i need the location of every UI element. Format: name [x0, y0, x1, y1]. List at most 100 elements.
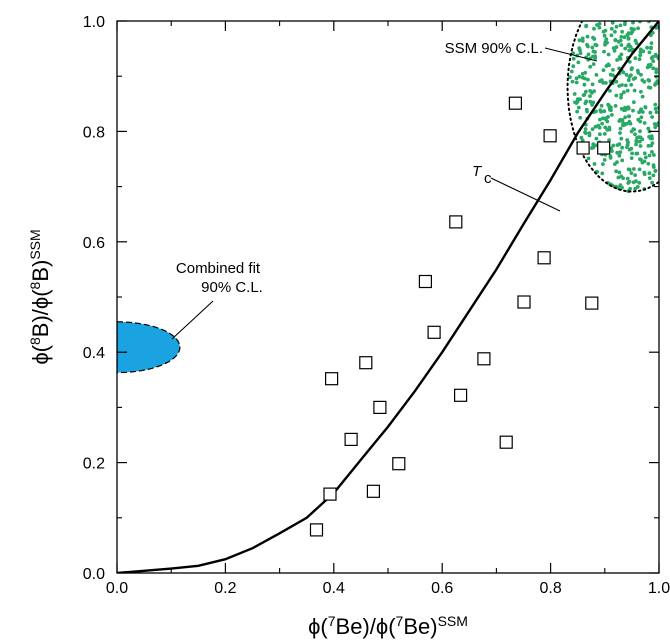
ssm-point [597, 25, 602, 30]
ssm-point [586, 52, 591, 57]
ssm-point [651, 55, 655, 59]
ssm-point [642, 151, 647, 156]
ssm-point [596, 123, 601, 128]
ssm-point [588, 94, 592, 98]
ssm-point [578, 97, 582, 102]
model-point [508, 96, 522, 110]
ssm-point [575, 109, 579, 114]
ssm-point [630, 29, 635, 34]
y-tick-label: 0.2 [83, 456, 105, 473]
ssm-point [626, 36, 631, 41]
ssm-point [647, 50, 652, 55]
ssm-point [645, 65, 650, 70]
ssm-point [604, 37, 609, 42]
ssm-point [608, 89, 612, 93]
ssm-point [600, 171, 605, 176]
ssm-point [650, 150, 654, 154]
tc-leader [490, 177, 561, 212]
x-tick-label: 0.2 [214, 580, 236, 597]
ssm-point [601, 68, 606, 73]
ssm-point [581, 93, 586, 97]
ssm-point [608, 156, 613, 160]
ssm-point [633, 56, 638, 61]
ssm-point [620, 185, 624, 190]
ssm-point [618, 57, 623, 61]
ssm-point [611, 46, 616, 50]
ssm-point [653, 169, 658, 173]
ssm-point [606, 115, 610, 119]
ssm-point [617, 84, 622, 88]
ssm-point [650, 141, 655, 146]
ssm-point [630, 151, 634, 156]
ssm-point [647, 171, 652, 176]
combined-fit-label-1: Combined fit [176, 260, 261, 277]
ssm-point [569, 69, 574, 74]
ssm-point [638, 53, 643, 58]
ssm-point [631, 77, 636, 81]
ssm-point [630, 66, 634, 70]
ssm-point [637, 181, 642, 185]
ssm-point [577, 74, 582, 79]
ssm-point [611, 68, 615, 72]
axes: 0.0 0.2 0.4 0.6 0.8 1.0 0.0 0.2 0.4 0.6 0.8 1.0 ϕ(7B… [27, 14, 670, 639]
ssm-point [598, 132, 602, 137]
ssm-point [595, 23, 599, 27]
ssm-point [639, 89, 643, 94]
ssm-point [638, 144, 643, 148]
ssm-point [609, 33, 614, 38]
model-point [585, 296, 599, 310]
ssm-point [618, 150, 623, 155]
annotations: SSM 90% C.L. T c Combined fit 90% C.L. [171, 40, 598, 340]
ssm-point [590, 127, 595, 131]
x-tick-label: 1.0 [648, 580, 670, 597]
ssm-point [621, 121, 626, 126]
ssm-point [592, 162, 597, 166]
ssm-point [602, 49, 606, 54]
ssm-point [602, 109, 607, 114]
ssm-point [621, 176, 625, 181]
ssm-point [582, 82, 587, 87]
ssm-point [617, 142, 622, 147]
ssm-point [633, 132, 637, 137]
ssm-point [586, 44, 590, 49]
ssm-point [618, 38, 623, 43]
ssm-point [626, 105, 631, 110]
ssm-point [610, 21, 615, 25]
ssm-point [614, 93, 619, 98]
ssm-point [622, 108, 626, 113]
ssm-point [584, 89, 588, 94]
ssm-point [627, 147, 632, 152]
plot-area [117, 21, 659, 573]
ssm-point [642, 170, 647, 175]
ssm-point [590, 103, 594, 107]
ssm-point [609, 26, 614, 31]
ssm-point [626, 167, 631, 172]
model-point [477, 352, 491, 366]
ssm-point [623, 22, 627, 27]
ssm-point [647, 153, 652, 158]
ssm-point [638, 47, 643, 52]
ssm-point [592, 37, 597, 41]
ssm-point [649, 41, 654, 45]
ssm-point [606, 52, 611, 57]
ssm-point [586, 77, 590, 82]
ssm-point [606, 62, 611, 67]
ssm-point [643, 105, 648, 109]
ssm-point [578, 51, 583, 56]
ssm-point [610, 113, 614, 117]
ssm-point [629, 82, 634, 87]
ssm-point [639, 107, 643, 112]
ssm-point [646, 85, 651, 90]
ssm-point [614, 24, 619, 29]
ssm-point [588, 99, 593, 104]
x-tick-label: 0.4 [323, 580, 345, 597]
model-point [517, 295, 531, 309]
ssm-point [578, 48, 582, 53]
ssm-point [638, 129, 642, 134]
ssm-point [602, 33, 607, 38]
x-tick-label: 0.8 [539, 580, 561, 597]
ssm-point [631, 21, 635, 25]
ssm-point [631, 108, 635, 113]
ssm-point [642, 79, 647, 84]
ssm-point [629, 156, 634, 161]
